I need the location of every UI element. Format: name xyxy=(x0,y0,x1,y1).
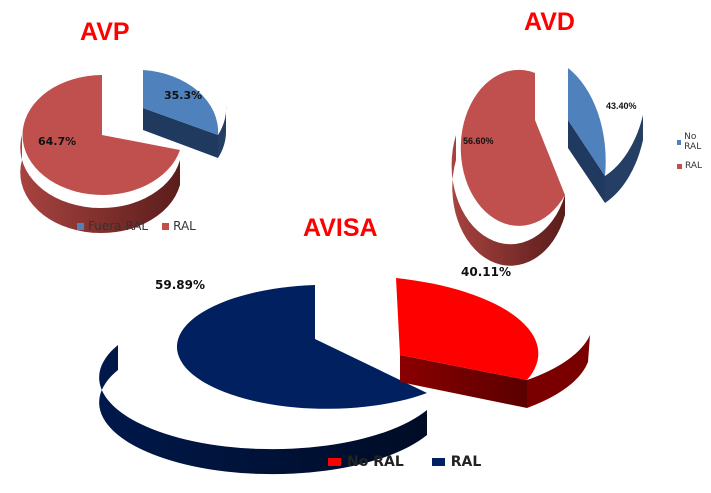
legend-swatch-fuera-ral xyxy=(77,222,84,230)
avp-label-ral: 64.7% xyxy=(38,135,76,148)
legend-swatch-ral xyxy=(162,222,170,230)
legend-label-ral: RAL xyxy=(173,219,196,233)
avisa-slice-no-ral xyxy=(396,278,539,380)
avp-title: AVP xyxy=(80,18,130,46)
avd-slice-ral xyxy=(460,69,565,226)
legend-label-ral: RAL xyxy=(685,161,703,171)
legend-swatch-no-ral xyxy=(328,458,341,466)
legend-swatch-ral xyxy=(677,163,682,169)
avd-label-ral: 56.60% xyxy=(463,136,494,146)
avd-legend: No RAL RAL xyxy=(677,132,711,171)
avp-slice-ral xyxy=(22,75,180,195)
legend-label-ral: RAL xyxy=(450,454,482,470)
legend-label-no-ral: No RAL xyxy=(684,132,702,152)
avisa-label-no-ral: 40.11% xyxy=(461,265,511,279)
legend-label-fuera-ral: Fuera RAL xyxy=(88,219,149,233)
legend-label-no-ral: No RAL xyxy=(347,454,404,470)
avd-title: AVD xyxy=(524,8,575,36)
avp-legend: Fuera RAL RAL xyxy=(77,219,196,233)
avd-label-no-ral: 43.40% xyxy=(606,101,637,111)
legend-swatch-ral xyxy=(431,458,445,466)
avp-pie xyxy=(20,70,227,234)
avisa-label-ral: 59.89% xyxy=(155,278,205,292)
avp-slice-fuera-ral xyxy=(143,70,219,135)
avd-slice-no-ral xyxy=(568,68,606,176)
avp-label-fuera: 35.3% xyxy=(164,89,202,102)
avisa-pie xyxy=(99,278,590,475)
avisa-slice-ral xyxy=(176,285,427,409)
avp-slice-ral-side xyxy=(20,135,180,234)
avisa-legend: No RAL RAL xyxy=(328,454,481,470)
avd-pie xyxy=(451,68,643,266)
avisa-title: AVISA xyxy=(303,214,378,242)
avp-slice-fuera-side xyxy=(143,108,218,158)
legend-swatch-no-ral xyxy=(677,139,682,145)
